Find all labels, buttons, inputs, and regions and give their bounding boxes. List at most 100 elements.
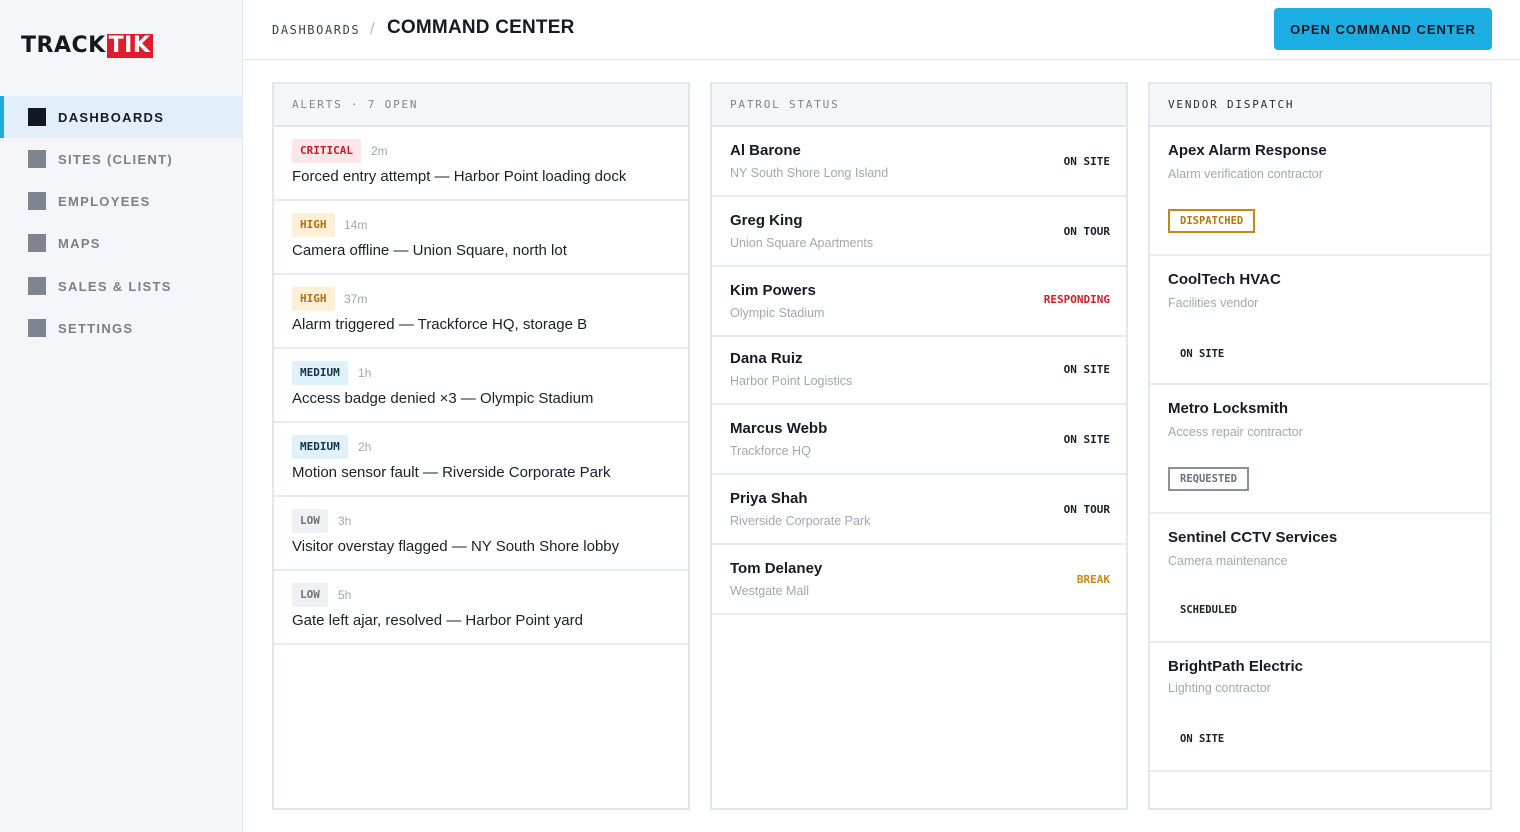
vendor-description: Alarm verification contractor	[1168, 167, 1323, 181]
guard-row[interactable]: Tom Delaney Westgate Mall BREAK	[712, 545, 1126, 615]
sidebar-item-sales-lists[interactable]: SALES & LISTS	[0, 265, 243, 307]
alert-description: Visitor overstay flagged — NY South Shor…	[292, 538, 620, 555]
alert-row[interactable]: LOW 5h Gate left ajar, resolved — Harbor…	[274, 571, 688, 645]
alert-description: Gate left ajar, resolved — Harbor Point …	[292, 612, 583, 629]
guard-site: Union Square Apartments	[730, 236, 874, 250]
sidebar-item-maps[interactable]: MAPS	[0, 222, 243, 264]
alert-description: Forced entry attempt — Harbor Point load…	[292, 168, 627, 185]
guard-status: ON SITE	[1063, 155, 1110, 168]
sidebar-item-label: DASHBOARDS	[58, 109, 165, 125]
guard-status: BREAK	[1076, 573, 1110, 586]
logo-text-tik: TIK	[106, 34, 154, 58]
guard-row[interactable]: Marcus Webb Trackforce HQ ON SITE	[712, 405, 1126, 475]
severity-badge: HIGH	[292, 213, 335, 237]
guard-row[interactable]: Greg King Union Square Apartments ON TOU…	[712, 197, 1126, 267]
vendor-status-badge: ON SITE	[1180, 348, 1225, 360]
guard-status: RESPONDING	[1043, 293, 1110, 306]
sidebar-item-label: SETTINGS	[58, 320, 134, 336]
guard-site: Olympic Stadium	[730, 306, 825, 320]
sites-icon	[28, 150, 46, 168]
vendor-panel-heading: VENDOR DISPATCH	[1150, 84, 1490, 127]
alert-row[interactable]: LOW 3h Visitor overstay flagged — NY Sou…	[274, 497, 688, 571]
alert-age: 3h	[338, 514, 352, 528]
guard-status: ON SITE	[1063, 363, 1110, 376]
sidebar-item-label: MAPS	[58, 235, 101, 251]
alert-row[interactable]: HIGH 37m Alarm triggered — Trackforce HQ…	[274, 275, 688, 349]
guard-row[interactable]: Kim Powers Olympic Stadium RESPONDING	[712, 267, 1126, 337]
guard-site: Westgate Mall	[730, 584, 809, 598]
guard-name: Dana Ruiz	[730, 350, 803, 367]
alert-description: Camera offline — Union Square, north lot	[292, 242, 567, 259]
vendor-dispatch-panel: VENDOR DISPATCH Apex Alarm Response Alar…	[1148, 82, 1492, 810]
alert-age: 2h	[358, 440, 372, 454]
guard-name: Greg King	[730, 212, 803, 229]
dashboards-icon	[28, 108, 46, 126]
alert-row[interactable]: CRITICAL 2m Forced entry attempt — Harbo…	[274, 127, 688, 201]
vendor-description: Lighting contractor	[1168, 681, 1271, 695]
breadcrumb-dashboards[interactable]: DASHBOARDS	[272, 23, 361, 37]
vendor-description: Access repair contractor	[1168, 425, 1303, 439]
patrol-panel-heading: PATROL STATUS	[712, 84, 1126, 127]
tracktik-logo[interactable]: TRACK TIK	[21, 33, 154, 58]
guard-status: ON TOUR	[1063, 503, 1110, 516]
guard-row[interactable]: Al Barone NY South Shore Long Island ON …	[712, 127, 1126, 197]
alert-age: 14m	[344, 218, 368, 232]
vendor-description: Camera maintenance	[1168, 554, 1288, 568]
alert-age: 2m	[371, 144, 388, 158]
guard-name: Marcus Webb	[730, 420, 828, 437]
sidebar-item-label: EMPLOYEES	[58, 193, 151, 209]
alerts-panel-heading: ALERTS · 7 OPEN	[274, 84, 688, 127]
vendor-row[interactable]: Sentinel CCTV Services Camera maintenanc…	[1150, 514, 1490, 643]
vendor-row[interactable]: CoolTech HVAC Facilities vendor ON SITE	[1150, 256, 1490, 385]
guard-row[interactable]: Priya Shah Riverside Corporate Park ON T…	[712, 475, 1126, 545]
alert-description: Access badge denied ×3 — Olympic Stadium	[292, 390, 594, 407]
vendor-description: Facilities vendor	[1168, 296, 1259, 310]
guard-name: Tom Delaney	[730, 560, 823, 577]
alert-row[interactable]: MEDIUM 2h Motion sensor fault — Riversid…	[274, 423, 688, 497]
top-header: DASHBOARDS / COMMAND CENTER OPEN COMMAND…	[244, 0, 1520, 60]
severity-badge: LOW	[292, 509, 328, 533]
guard-status: ON SITE	[1063, 433, 1110, 446]
guard-name: Priya Shah	[730, 490, 808, 507]
vendor-name: Sentinel CCTV Services	[1168, 529, 1338, 546]
alerts-panel: ALERTS · 7 OPEN CRITICAL 2m Forced entry…	[272, 82, 690, 810]
guard-site: Trackforce HQ	[730, 444, 811, 458]
vendor-name: CoolTech HVAC	[1168, 271, 1281, 288]
severity-badge: LOW	[292, 583, 328, 607]
guard-site: Riverside Corporate Park	[730, 514, 871, 528]
alert-row[interactable]: HIGH 14m Camera offline — Union Square, …	[274, 201, 688, 275]
open-command-center-button[interactable]: OPEN COMMAND CENTER	[1274, 8, 1492, 50]
sidebar-item-dashboards[interactable]: DASHBOARDS	[0, 96, 243, 138]
sidebar-item-sites-client[interactable]: SITES (CLIENT)	[0, 138, 243, 180]
alert-description: Motion sensor fault — Riverside Corporat…	[292, 464, 611, 481]
severity-badge: MEDIUM	[292, 361, 348, 385]
sales-lists-icon	[28, 277, 46, 295]
guard-site: NY South Shore Long Island	[730, 166, 889, 180]
guard-name: Kim Powers	[730, 282, 816, 299]
alert-age: 1h	[358, 366, 372, 380]
sidebar-item-settings[interactable]: SETTINGS	[0, 307, 243, 349]
alert-age: 37m	[344, 292, 368, 306]
sidebar-item-label: SITES (CLIENT)	[58, 151, 173, 167]
vendor-row[interactable]: Apex Alarm Response Alarm verification c…	[1150, 127, 1490, 256]
vendor-status-badge: REQUESTED	[1168, 467, 1249, 491]
vendor-row[interactable]: Metro Locksmith Access repair contractor…	[1150, 385, 1490, 514]
sidebar-item-employees[interactable]: EMPLOYEES	[0, 180, 243, 222]
sidebar-item-label: SALES & LISTS	[58, 278, 172, 294]
logo-text-track: TRACK	[21, 33, 106, 58]
vendor-status-badge: SCHEDULED	[1180, 604, 1237, 616]
guard-site: Harbor Point Logistics	[730, 374, 853, 388]
vendor-name: Metro Locksmith	[1168, 400, 1289, 417]
page-title: COMMAND CENTER	[387, 17, 575, 38]
severity-badge: MEDIUM	[292, 435, 348, 459]
vendor-status-badge: DISPATCHED	[1168, 209, 1256, 233]
guard-row[interactable]: Dana Ruiz Harbor Point Logistics ON SITE	[712, 337, 1126, 405]
alert-age: 5h	[338, 588, 352, 602]
employees-icon	[28, 192, 46, 210]
vendor-row[interactable]: BrightPath Electric Lighting contractor …	[1150, 643, 1490, 772]
settings-icon	[28, 319, 46, 337]
alert-row[interactable]: MEDIUM 1h Access badge denied ×3 — Olymp…	[274, 349, 688, 423]
severity-badge: HIGH	[292, 287, 335, 311]
sidebar: TRACK TIK DASHBOARDS SITES (CLIENT) EMPL…	[0, 0, 243, 832]
guard-name: Al Barone	[730, 142, 801, 159]
